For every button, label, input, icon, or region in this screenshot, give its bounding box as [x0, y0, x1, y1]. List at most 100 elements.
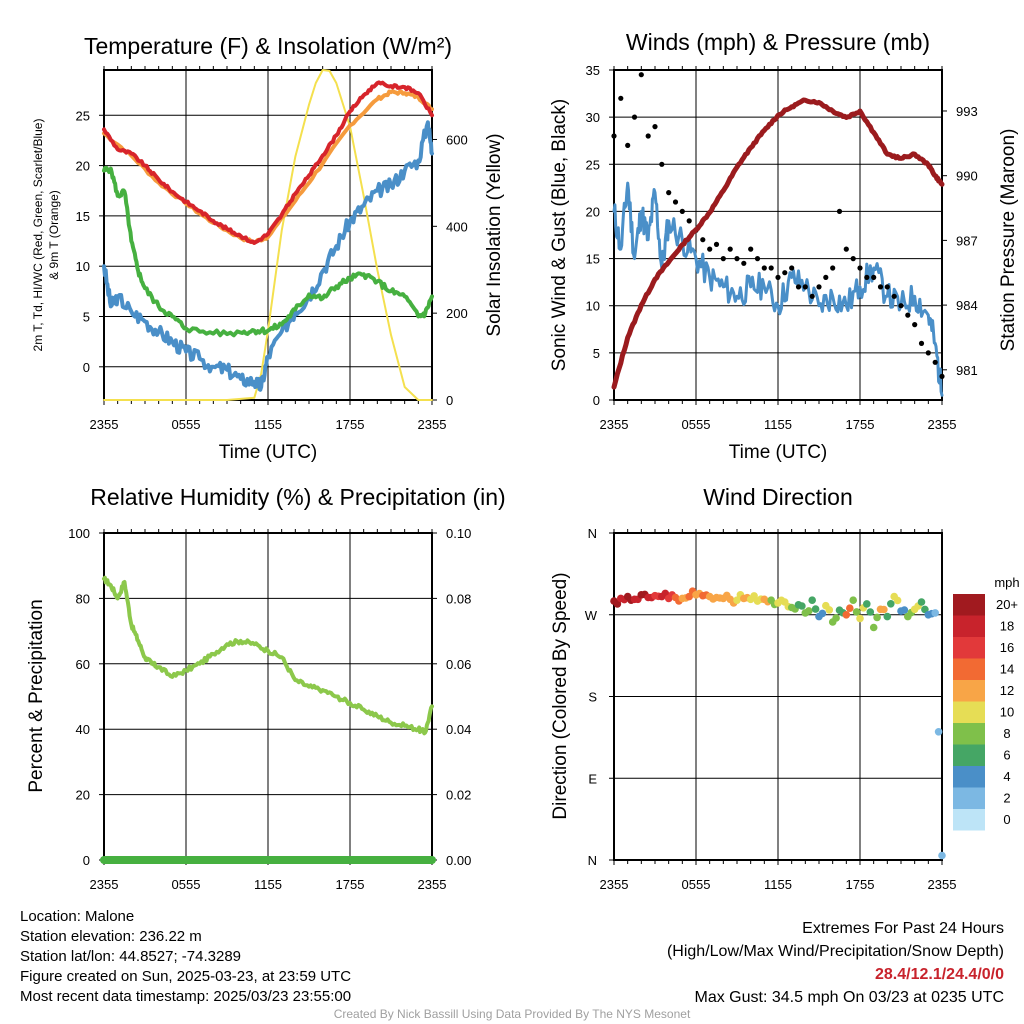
temp-2m-line — [102, 80, 434, 245]
max-gust-text: Max Gust: 34.5 mph On 03/23 at 0235 UTC — [694, 989, 1005, 1006]
humidity-y2tick-label: 0.04 — [446, 722, 471, 737]
legend-swatch — [953, 680, 985, 702]
winds-ylabel-right: Station Pressure (Maroon) — [998, 129, 1019, 352]
direction-ytick-label: S — [588, 690, 597, 705]
direction-point — [808, 596, 816, 604]
gust-point — [775, 274, 781, 280]
direction-point — [887, 600, 895, 608]
legend-swatch — [953, 658, 985, 680]
created-text: Figure created on Sun, 2025-03-23, at 23… — [20, 968, 352, 985]
gust-point — [857, 265, 863, 271]
winds-ytick-label: 0 — [593, 393, 600, 408]
gust-point — [898, 303, 904, 309]
winds-xtick-label: 2355 — [928, 417, 957, 432]
gust-point — [720, 256, 726, 262]
humidity-ytick-label: 60 — [76, 657, 90, 672]
temperature-ytick-label: 5 — [83, 309, 90, 324]
gust-point — [686, 218, 692, 224]
temperature-xtick-label: 2355 — [90, 417, 119, 432]
direction-point — [733, 596, 741, 604]
legend-swatch — [953, 594, 985, 616]
direction-point — [849, 596, 857, 604]
temperature-ylabel-left-1: 2m T, Td, HI/WC (Red, Green, Scarlet/Blu… — [31, 119, 45, 352]
gust-point — [652, 124, 658, 130]
direction-point — [873, 613, 881, 622]
gust-point — [871, 274, 877, 280]
legend-swatch — [953, 809, 985, 831]
gust-point — [645, 133, 651, 139]
legend-swatch — [953, 766, 985, 788]
temperature-y2tick-label: 200 — [446, 306, 468, 321]
temperature-ytick-label: 20 — [76, 159, 90, 174]
direction-point — [900, 606, 909, 614]
temperature-y2tick-label: 400 — [446, 219, 468, 234]
temperature-y2tick-label: 600 — [446, 132, 468, 147]
gust-point — [918, 340, 925, 346]
direction-point — [869, 623, 878, 632]
temperature-ytick-label: 15 — [76, 209, 90, 224]
gust-point — [939, 373, 945, 379]
legend-label: 4 — [1003, 769, 1010, 784]
winds-ytick-label: 5 — [593, 346, 600, 361]
winds-ytick-label: 15 — [586, 252, 600, 267]
legend-label: 10 — [1000, 705, 1014, 720]
humidity-ytick-label: 100 — [68, 526, 90, 541]
gust-point — [768, 265, 774, 271]
humidity-y2tick-label: 0.10 — [446, 526, 471, 541]
direction-point — [883, 612, 892, 621]
gust-point — [782, 270, 788, 276]
gust-point — [638, 72, 644, 78]
gust-point — [912, 322, 918, 328]
gust-point — [659, 161, 665, 167]
humidity-y2tick-label: 0.00 — [446, 853, 471, 868]
gust-point — [802, 284, 808, 290]
legend-swatch — [953, 637, 985, 659]
legend-label: 14 — [1000, 662, 1014, 677]
humidity-ytick-label: 40 — [76, 722, 90, 737]
winds-title: Winds (mph) & Pressure (mb) — [626, 29, 930, 55]
humidity-xtick-label: 0555 — [172, 877, 201, 892]
gust-point — [891, 293, 897, 299]
humidity-xtick-label: 1155 — [254, 877, 282, 892]
humidity-xtick-label: 2355 — [90, 877, 119, 892]
legend-label: 20+ — [996, 597, 1018, 612]
direction-point — [893, 596, 902, 605]
gust-point — [850, 256, 856, 262]
location-text: Location: Malone — [20, 908, 135, 925]
humidity-title: Relative Humidity (%) & Precipitation (i… — [90, 484, 505, 510]
gust-point — [925, 350, 931, 356]
gust-point — [932, 359, 938, 365]
direction-point — [613, 600, 622, 608]
direction-title: Wind Direction — [703, 484, 853, 510]
gust-point — [836, 208, 843, 214]
temperature-ytick-label: 0 — [83, 360, 90, 375]
gust-point — [679, 208, 685, 214]
legend-title: mph — [994, 575, 1019, 590]
gust-point — [672, 199, 679, 205]
station-info: Location: Malone Station elevation: 236.… — [20, 907, 351, 1007]
direction-point — [825, 606, 834, 614]
temperature-xtick-label: 1755 — [336, 417, 365, 432]
direction-point — [852, 608, 861, 616]
gust-point — [905, 312, 911, 318]
direction-xtick-label: 2355 — [600, 877, 629, 892]
legend-label: 6 — [1003, 748, 1010, 763]
dewpoint-line — [102, 166, 434, 338]
gust-point — [761, 265, 767, 271]
winds-y2tick-label: 984 — [956, 298, 978, 313]
temperature-ylabel-right: Solar Insolation (Yellow) — [484, 133, 505, 336]
windchill-line — [102, 120, 434, 392]
legend-swatch — [953, 615, 985, 637]
winds-ytick-label: 10 — [586, 299, 600, 314]
gust-point — [625, 142, 631, 148]
direction-point — [798, 602, 806, 610]
humidity-y2tick-label: 0.08 — [446, 591, 471, 606]
direction-point — [846, 604, 854, 612]
extremes-values: 28.4/12.1/24.4/0/0 — [875, 966, 1004, 983]
gust-point — [666, 190, 672, 196]
gust-point — [809, 293, 815, 299]
extremes-subtitle: (High/Low/Max Wind/Precipitation/Snow De… — [666, 943, 1004, 960]
legend-swatch — [953, 723, 985, 745]
